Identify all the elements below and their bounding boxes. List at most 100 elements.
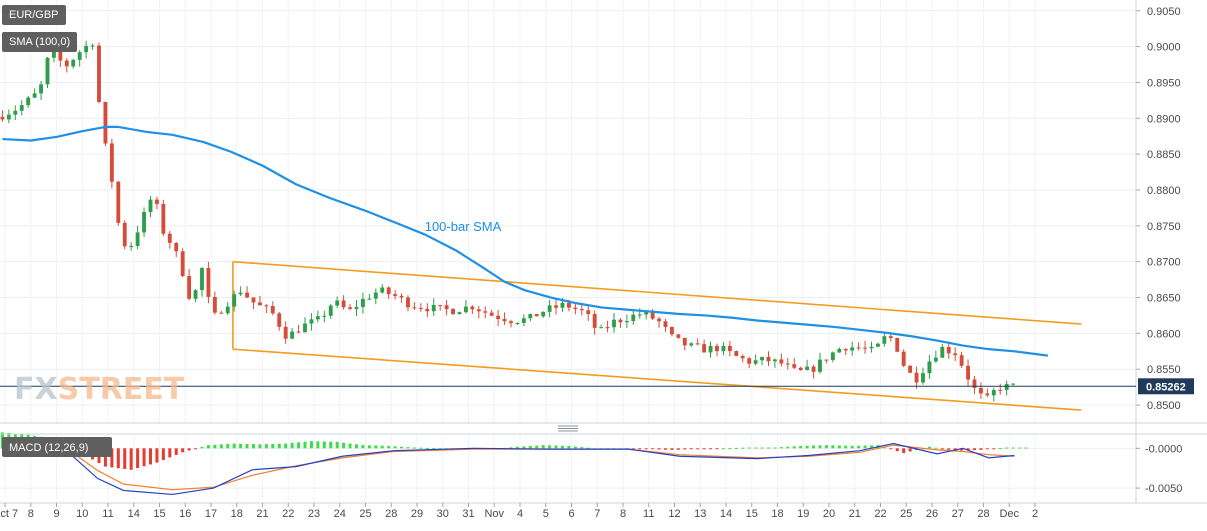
- candle-up: [6, 114, 11, 120]
- candle-down: [702, 344, 707, 353]
- macd-hist-bar-positive: [535, 445, 539, 449]
- candle-down: [856, 347, 861, 349]
- candle-down: [0, 116, 5, 120]
- candle-down: [669, 327, 674, 335]
- macd-hist-bar-positive: [425, 447, 429, 449]
- candle-up: [225, 306, 230, 314]
- candle-down: [206, 268, 211, 297]
- candle-up: [760, 356, 764, 361]
- candle-up: [869, 346, 874, 349]
- candle-down: [618, 319, 623, 323]
- x-tick-label: Dec: [999, 508, 1019, 520]
- axes: 0.9050 0.9000 0.8950 0.8900 0.8850 0.8800 0.87…: [0, 0, 1207, 520]
- macd-hist-bar-positive: [766, 447, 770, 449]
- candle-up: [541, 311, 546, 317]
- candle-down: [257, 302, 262, 306]
- candle-up: [875, 343, 880, 347]
- channel-lower: [232, 348, 1082, 411]
- x-tick-label: Nov: [484, 508, 504, 520]
- macd-hist-bar-negative: [187, 448, 191, 451]
- macd-hist-bar-negative: [168, 448, 172, 458]
- macd-hist-bar-positive: [1024, 447, 1028, 449]
- macd-y-tick-label: -0.0000: [1145, 443, 1182, 455]
- candle-up: [13, 110, 18, 115]
- candle-down: [972, 379, 977, 388]
- candle-down: [959, 355, 964, 366]
- macd-hist-bar-negative: [985, 448, 989, 450]
- macd-hist-bar-positive: [297, 442, 301, 449]
- x-tick-label: 20: [823, 508, 835, 520]
- candle-down: [412, 307, 417, 309]
- macd-hist-bar-positive: [271, 443, 275, 449]
- candle-up: [51, 50, 56, 58]
- macd-hist-bar-positive: [831, 445, 835, 449]
- candle-down: [483, 311, 488, 313]
- candle-down: [341, 300, 346, 308]
- candle-down: [554, 305, 558, 308]
- macd-hist-bar-positive: [380, 445, 384, 449]
- candle-down: [798, 367, 803, 371]
- candle-up: [708, 345, 713, 353]
- candle-down: [161, 204, 166, 234]
- macd-hist-bar-negative: [129, 448, 133, 470]
- macd-hist-bar-negative: [683, 448, 687, 450]
- macd-hist-bar-positive: [232, 443, 236, 449]
- macd-hist-bar-positive: [541, 445, 545, 449]
- candle-up: [515, 322, 520, 324]
- macd-hist-bar-positive: [573, 446, 577, 449]
- candle-down: [64, 60, 69, 67]
- macd-hist-bar-positive: [348, 443, 352, 449]
- candle-up: [631, 314, 636, 322]
- macd-hist-bar-positive: [245, 443, 249, 449]
- macd-hist-bar-positive: [509, 447, 513, 449]
- macd-hist-bar-negative: [194, 448, 198, 450]
- x-tick-label: 13: [694, 508, 706, 520]
- candle-up: [927, 361, 932, 374]
- x-tick-label: 14: [128, 508, 140, 520]
- candle-up: [940, 346, 945, 358]
- x-tick-label: Oct 7: [0, 508, 18, 520]
- candle-down: [792, 364, 797, 368]
- candle-down: [180, 251, 185, 277]
- macd-hist-bar-positive: [374, 445, 378, 449]
- candle-down: [489, 312, 494, 316]
- candle-down: [914, 372, 919, 383]
- candle-up: [850, 347, 855, 351]
- x-tick-label: 11: [102, 508, 113, 520]
- candle-down: [605, 327, 610, 329]
- macd-hist-bar-positive: [580, 447, 584, 449]
- macd-hist-bar-positive: [760, 447, 764, 449]
- candle-up: [71, 59, 76, 67]
- candle-up: [753, 360, 758, 364]
- candle-up: [19, 105, 24, 111]
- candle-up: [39, 84, 43, 94]
- candle-down: [470, 306, 475, 310]
- candle-up: [689, 343, 694, 346]
- macd-hist-bar-positive: [258, 444, 262, 449]
- x-tick-label: 25: [359, 508, 371, 520]
- macd-hist-bar-negative: [110, 448, 114, 468]
- candle-up: [322, 315, 327, 317]
- macd-hist-bar-positive: [387, 445, 391, 449]
- x-tick-label: 7: [594, 508, 600, 520]
- x-tick-label: 10: [76, 508, 88, 520]
- macd-hist-bar-negative: [155, 448, 159, 463]
- macd-hist-bar-negative: [715, 448, 719, 450]
- macd-hist-bar-positive: [812, 445, 816, 449]
- macd-hist-bar-negative: [966, 448, 970, 451]
- candle-down: [444, 305, 449, 310]
- candle-down: [167, 233, 172, 243]
- sma-annotation: 100-bar SMA: [425, 219, 502, 234]
- candle-down: [566, 302, 571, 308]
- candle-up: [84, 45, 89, 53]
- channel-upper: [232, 260, 1082, 325]
- macd-hist-bar-positive: [560, 445, 564, 449]
- x-tick-label: 5: [543, 508, 549, 520]
- macd-line: [2, 442, 1015, 496]
- candle-down: [824, 359, 829, 361]
- macd-hist-bar-positive: [779, 447, 783, 449]
- sma-badge: SMA (100,0): [2, 32, 78, 52]
- x-tick-label: 28: [385, 508, 397, 520]
